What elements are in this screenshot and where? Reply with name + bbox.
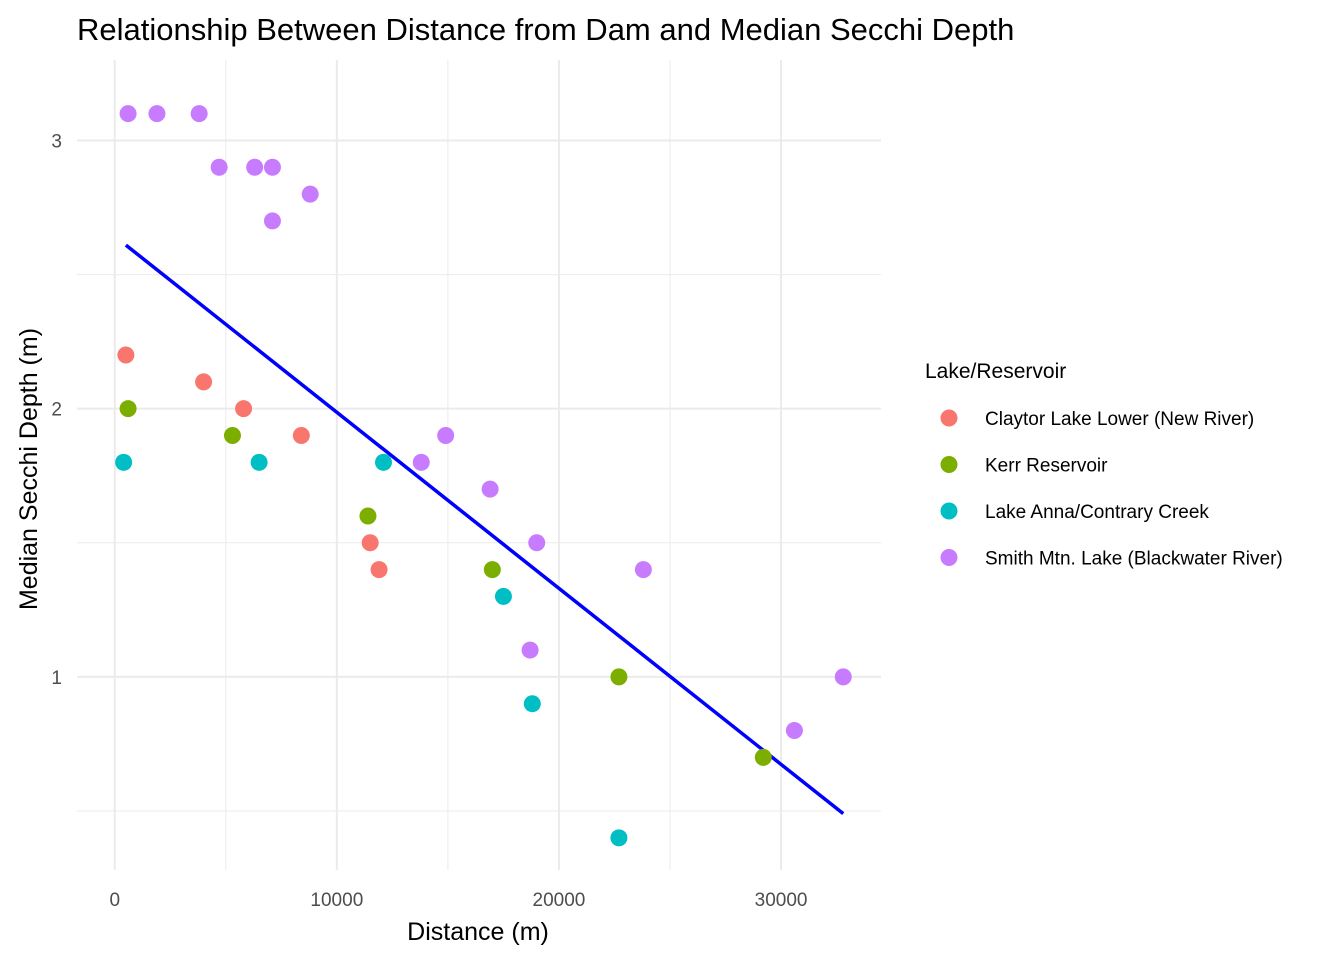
data-point	[148, 105, 166, 123]
grid-lines	[77, 60, 881, 870]
legend-key	[940, 409, 958, 427]
trend-line	[124, 243, 845, 816]
data-point	[834, 668, 852, 686]
data-point	[117, 346, 135, 364]
x-axis-title: Distance (m)	[407, 918, 549, 946]
y-tick-label: 1	[51, 668, 62, 689]
data-point	[361, 534, 379, 552]
data-point	[523, 695, 541, 713]
y-axis-ticks: 1 2 3	[51, 131, 62, 688]
y-tick-label: 2	[51, 400, 62, 421]
y-axis-title: Median Secchi Depth (m)	[15, 328, 43, 610]
x-axis-ticks: 0 10000 20000 30000	[109, 890, 807, 911]
x-tick-label: 20000	[533, 890, 586, 911]
legend-label: Smith Mtn. Lake (Blackwater River)	[985, 549, 1283, 570]
data-point	[374, 453, 392, 471]
legend: Lake/Reservoir Claytor Lake Lower (New R…	[925, 360, 1283, 570]
data-point	[785, 722, 803, 740]
data-point	[246, 158, 264, 176]
legend-label: Claytor Lake Lower (New River)	[985, 409, 1254, 430]
data-points	[115, 105, 852, 847]
data-point	[223, 426, 241, 444]
legend-key	[940, 549, 958, 566]
data-point	[263, 158, 281, 176]
data-point	[437, 426, 455, 444]
data-point	[119, 400, 137, 418]
x-tick-label: 10000	[310, 890, 363, 911]
x-tick-label: 30000	[755, 890, 808, 911]
data-point	[610, 668, 628, 686]
trend-line-group	[124, 243, 845, 816]
data-point	[370, 561, 388, 579]
data-point	[610, 829, 628, 847]
data-point	[210, 158, 228, 176]
data-point	[115, 453, 133, 471]
data-point	[235, 400, 253, 418]
data-point	[481, 480, 499, 498]
data-point	[634, 561, 652, 579]
data-point	[359, 507, 377, 525]
legend-label: Lake Anna/Contrary Creek	[985, 502, 1209, 523]
data-point	[119, 105, 137, 123]
data-point	[528, 534, 546, 552]
x-tick-label: 0	[109, 890, 120, 911]
data-point	[521, 641, 539, 659]
legend-title: Lake/Reservoir	[925, 360, 1066, 383]
data-point	[483, 561, 501, 579]
legend-key	[940, 456, 958, 473]
data-point	[195, 373, 213, 391]
data-point	[301, 185, 319, 203]
legend-items: Claytor Lake Lower (New River) Kerr Reser…	[940, 409, 1283, 570]
legend-key	[940, 502, 958, 520]
data-point	[494, 587, 512, 605]
chart-title: Relationship Between Distance from Dam a…	[77, 12, 1014, 47]
data-point	[263, 212, 281, 230]
data-point	[412, 453, 430, 471]
data-point	[292, 426, 310, 444]
data-point	[190, 105, 208, 123]
data-point	[754, 748, 772, 766]
legend-label: Kerr Reservoir	[985, 456, 1108, 477]
y-tick-label: 3	[51, 131, 62, 152]
data-point	[250, 453, 268, 471]
